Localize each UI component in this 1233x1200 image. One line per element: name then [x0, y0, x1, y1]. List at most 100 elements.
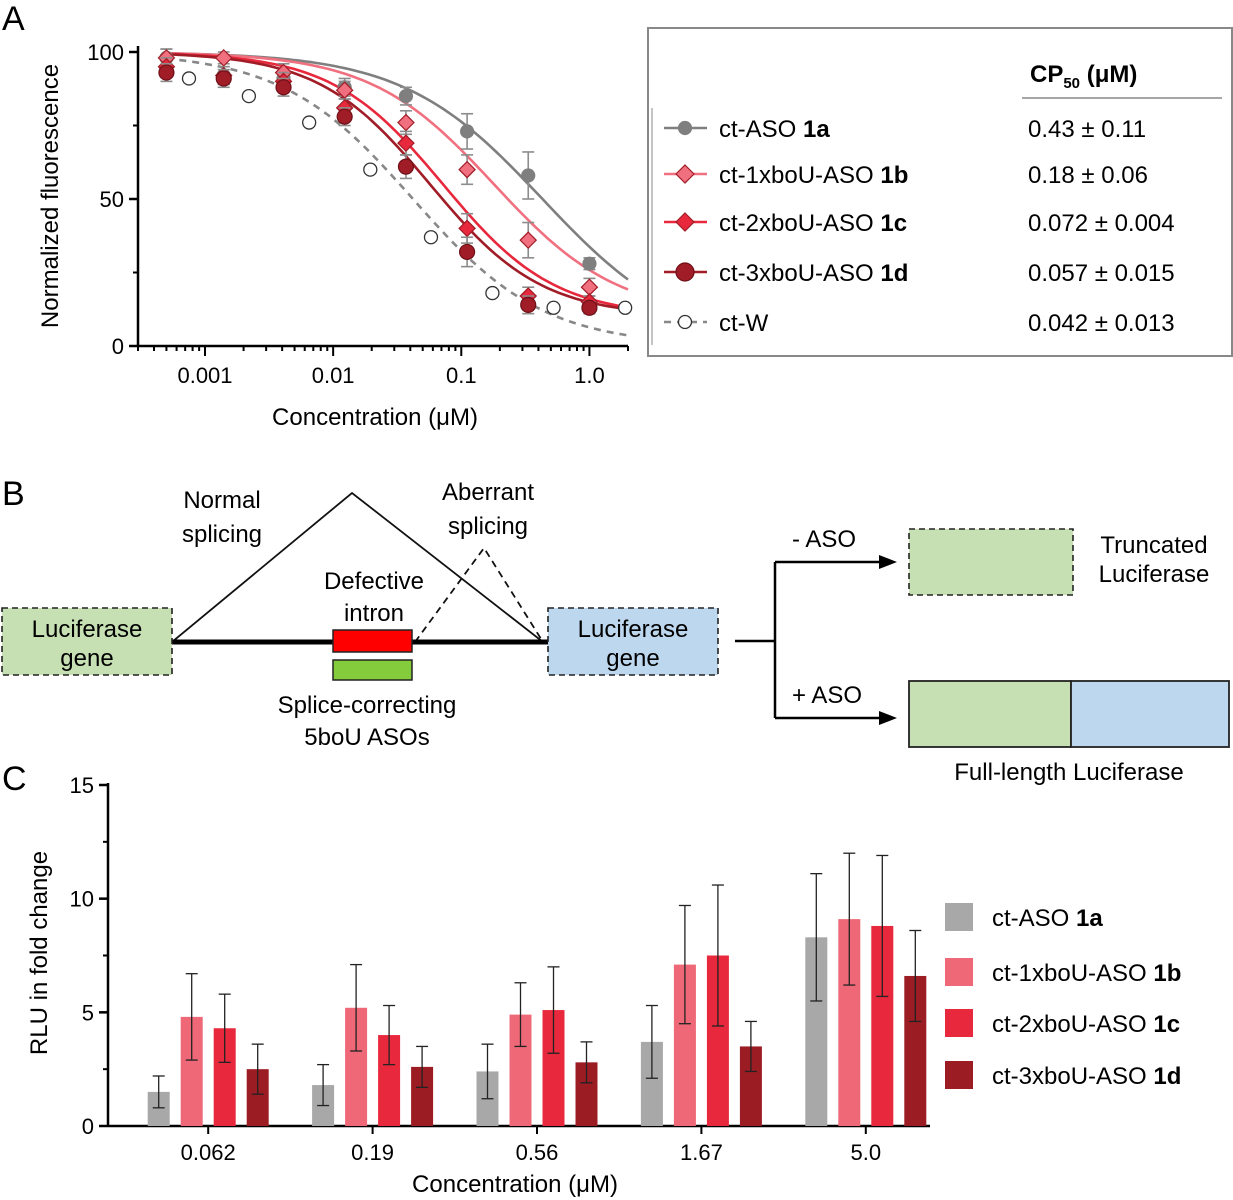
- panel-b-splicing-diagram: Normal splicing Aberrant splicing Defect…: [1, 479, 1230, 786]
- panel-c-ylabel: RLU in fold change: [26, 851, 53, 1055]
- a-point-circle: [275, 79, 292, 96]
- bar: [213, 1028, 236, 1126]
- legend-series-bold: 1d: [880, 260, 908, 287]
- a-point-diamond: [397, 113, 415, 132]
- a-point-circle: [459, 124, 475, 139]
- plus-aso-label: + ASO: [792, 682, 862, 709]
- fit-curve-2: [166, 52, 629, 309]
- panel-letter-c: C: [2, 760, 27, 798]
- legend-swatch: [945, 1061, 973, 1089]
- legend-swatch: [945, 903, 973, 931]
- panel-a-fit-curves: [166, 52, 629, 337]
- full-length-label: Full-length Luciferase: [954, 759, 1183, 786]
- legend-series-name: ct-ASO 1a: [719, 116, 830, 143]
- bar: [640, 1041, 663, 1126]
- bar: [706, 955, 729, 1126]
- bar: [871, 925, 894, 1126]
- legend-cp50-value: 0.057 ± 0.015: [1028, 260, 1175, 287]
- legend-cp50-value: 0.18 ± 0.06: [1028, 162, 1148, 189]
- c-ytick-label: 10: [70, 887, 94, 912]
- a-point-open-circle: [241, 88, 257, 104]
- normal-splicing-arc: [171, 491, 544, 643]
- bar: [509, 1014, 532, 1126]
- legend-series-name: ct-2xboU-ASO 1c: [992, 1011, 1180, 1038]
- panel-letter-b: B: [2, 475, 25, 513]
- legend-series-name-text: ct-1xboU-ASO: [992, 960, 1153, 987]
- bar: [904, 975, 927, 1126]
- bar: [805, 937, 828, 1126]
- a-point-diamond: [397, 134, 415, 152]
- legend-series-name: ct-ASO 1a: [992, 905, 1103, 932]
- c-xtick-label: 5.0: [851, 1140, 882, 1165]
- bar: [147, 1091, 170, 1126]
- legend-series-bold: 1a: [1076, 905, 1103, 932]
- bar: [180, 1016, 203, 1126]
- fit-curve-1: [166, 52, 629, 291]
- a-point-open-circle: [423, 230, 439, 245]
- legend-series-name: ct-1xboU-ASO 1b: [719, 162, 908, 189]
- legend-header-unit: (μM): [1080, 61, 1137, 88]
- legend-series-name-text: ct-3xboU-ASO: [992, 1063, 1153, 1090]
- a-point-diamond: [580, 278, 599, 297]
- luciferase-gene-left-box: [1, 607, 173, 676]
- a-ytick-label: 50: [100, 187, 124, 212]
- a-xtick-label: 0.01: [312, 363, 355, 388]
- full-length-blue-segment: [1070, 680, 1230, 748]
- a-ytick-label: 0: [112, 334, 124, 359]
- truncated-label-2: Luciferase: [1099, 561, 1210, 588]
- legend-series-name-text: ct-1xboU-ASO: [719, 162, 880, 189]
- legend-cp50-value: 0.042 ± 0.013: [1028, 310, 1175, 337]
- a-ytick-label: 100: [87, 40, 124, 65]
- a-point-open-circle: [363, 162, 378, 177]
- aberrant-splicing-label-2: splicing: [448, 513, 528, 540]
- legend-swatch: [945, 958, 973, 986]
- defective-intron-box: [332, 629, 413, 653]
- legend-header: CP50 (μM): [1030, 61, 1137, 92]
- defective-intron-label-2: intron: [344, 600, 404, 627]
- legend-series-name-text: ct-3xboU-ASO: [719, 260, 880, 287]
- legend-series-name-text: ct-ASO: [992, 905, 1076, 932]
- a-point-open-circle: [181, 71, 197, 86]
- c-ytick-label: 15: [70, 773, 94, 798]
- panel-a-xlabel: Concentration (μM): [272, 404, 478, 431]
- a-point-circle: [397, 158, 415, 175]
- aberrant-splicing-arc: [414, 546, 544, 643]
- a-point-circle: [158, 64, 175, 81]
- a-point-circle: [458, 243, 476, 261]
- legend-series-name: ct-3xboU-ASO 1d: [719, 260, 908, 287]
- a-point-diamond: [458, 219, 476, 238]
- legend-series-name-text: ct-2xboU-ASO: [719, 210, 880, 237]
- legend-header-label: CP: [1030, 61, 1063, 88]
- a-point-diamond: [519, 231, 538, 250]
- panel-letter-a: A: [2, 0, 25, 38]
- legend-cp50-value: 0.072 ± 0.004: [1028, 210, 1175, 237]
- a-point-circle: [521, 168, 536, 183]
- luciferase-right-label-1: Luciferase: [578, 616, 689, 643]
- luciferase-right-label-2: gene: [606, 645, 659, 672]
- legend-circle-open-icon: [677, 314, 693, 330]
- a-point-circle: [520, 296, 537, 313]
- c-xtick-label: 0.56: [516, 1140, 559, 1165]
- legend-series-bold: 1d: [1153, 1063, 1181, 1090]
- a-point-circle: [215, 70, 232, 87]
- panel-c-xlabel: Concentration (μM): [412, 1171, 618, 1198]
- normal-splicing-label-2: splicing: [182, 521, 262, 548]
- luciferase-left-label-1: Luciferase: [32, 616, 143, 643]
- luciferase-left-label-2: gene: [60, 645, 113, 672]
- a-point-circle: [398, 88, 414, 104]
- bar: [838, 919, 861, 1126]
- truncated-luciferase-box: [908, 528, 1074, 596]
- legend-series-bold: 1c: [1153, 1011, 1180, 1038]
- panel-c-bars: [147, 852, 927, 1126]
- a-point-circle: [581, 299, 598, 316]
- splice-correcting-label-1: Splice-correcting: [278, 692, 457, 719]
- fit-curve-3: [166, 53, 629, 311]
- legend-header-sub: 50: [1063, 75, 1080, 92]
- bar: [542, 1010, 565, 1126]
- a-point-open-circle: [485, 285, 500, 301]
- legend-series-name-text: ct-ASO: [719, 116, 803, 143]
- legend-series-bold: 1c: [880, 210, 907, 237]
- legend-swatch: [945, 1009, 973, 1037]
- minus-aso-label: - ASO: [792, 526, 856, 553]
- panel-a-axes: 0 50 100 0.001 0.01 0.1 1.0: [87, 40, 629, 388]
